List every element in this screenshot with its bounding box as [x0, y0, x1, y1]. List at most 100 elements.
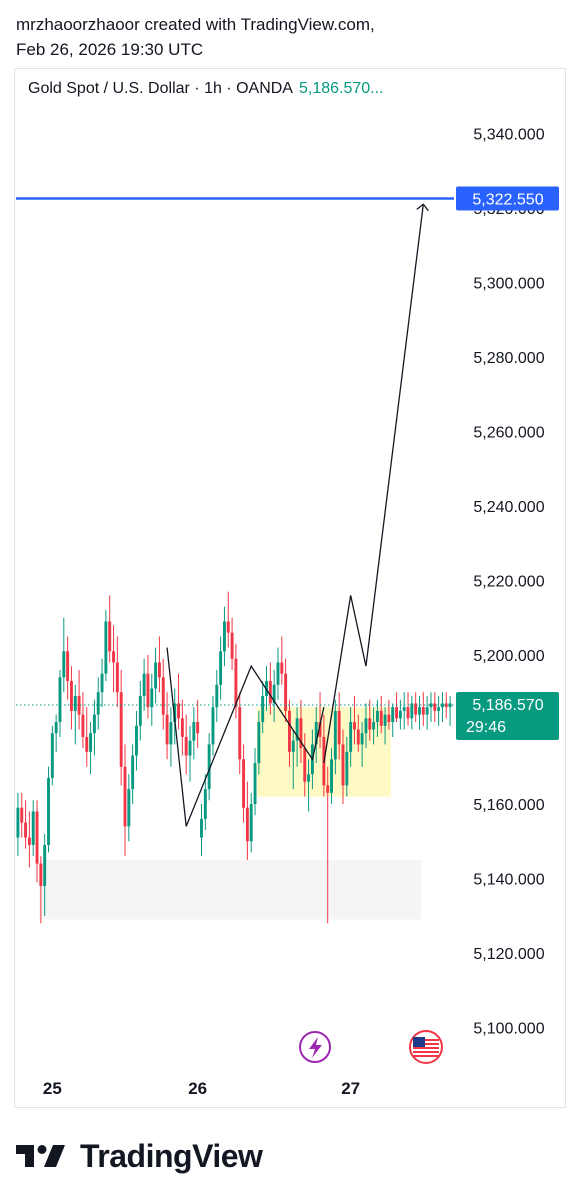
candle-body: [272, 684, 276, 704]
candle: [92, 699, 96, 756]
candle: [230, 617, 234, 670]
candle: [414, 692, 418, 723]
candle-body: [234, 658, 238, 708]
candle: [154, 647, 158, 704]
candle: [326, 766, 330, 924]
candle-body: [291, 740, 295, 752]
candle-body: [414, 703, 418, 715]
candle: [89, 722, 93, 775]
candle-body: [222, 621, 226, 652]
candle: [77, 669, 81, 730]
candle: [207, 733, 211, 801]
candle: [85, 707, 89, 767]
candle-body: [226, 621, 230, 633]
y-tick-label: 5,120.000: [473, 946, 544, 963]
x-tick-label: 25: [43, 1079, 62, 1098]
candle: [353, 695, 356, 745]
candle: [146, 655, 150, 719]
candle: [406, 692, 410, 726]
candle-body: [398, 710, 402, 719]
candle: [169, 707, 173, 767]
candle: [444, 692, 448, 719]
candle-body: [35, 811, 39, 864]
candle-body: [138, 695, 142, 726]
symbol-description: Gold Spot / U.S. Dollar · 1h · OANDA: [28, 80, 293, 97]
horizontal-line-price-label: 5,322.550: [472, 192, 543, 209]
candle-body: [211, 707, 215, 745]
us-flag-icon-stripe: [413, 1055, 439, 1057]
candle-body: [345, 751, 349, 786]
candle-body: [268, 681, 272, 704]
candle-body: [73, 695, 77, 711]
candle-body: [70, 681, 73, 711]
candle: [249, 792, 253, 853]
candle: [307, 759, 311, 812]
candle: [192, 707, 196, 760]
candle: [157, 636, 161, 693]
candle: [238, 692, 242, 775]
drawings-layer: [16, 197, 454, 827]
candle: [222, 606, 226, 667]
candle-body: [200, 818, 203, 838]
candle-body: [39, 863, 43, 886]
chart-frame: [14, 68, 566, 1108]
candle: [261, 681, 265, 734]
us-flag-icon-stripe: [413, 1039, 439, 1041]
y-tick-label: 5,220.000: [473, 574, 544, 591]
tradingview-mark-icon: [16, 1145, 65, 1167]
candle: [437, 695, 441, 726]
candle: [402, 692, 406, 730]
candle: [50, 725, 54, 786]
candle: [253, 748, 257, 816]
candle-body: [429, 703, 433, 708]
candle: [372, 707, 376, 745]
y-tick-label: 5,280.000: [473, 350, 544, 367]
y-tick-label: 5,100.000: [473, 1021, 544, 1038]
candle-body: [24, 822, 28, 838]
candle-body: [303, 748, 307, 782]
candle: [127, 774, 131, 842]
candle: [215, 669, 219, 723]
candle-body: [135, 725, 138, 756]
candle-body: [58, 677, 62, 723]
candle: [66, 636, 70, 700]
candle-body: [295, 718, 299, 741]
candle-body: [410, 703, 414, 719]
candle: [226, 591, 230, 648]
candle: [165, 692, 169, 760]
candle-body: [20, 807, 24, 823]
candle: [135, 710, 138, 771]
candle-body: [131, 755, 135, 790]
candle: [360, 722, 364, 767]
candle: [272, 669, 276, 723]
candle-body: [230, 632, 234, 659]
candle: [284, 658, 288, 723]
candle-body: [66, 651, 70, 682]
last-price-tag: [456, 692, 559, 741]
candle: [200, 804, 203, 857]
y-tick-label: 5,140.000: [473, 872, 544, 889]
candle-body: [418, 707, 421, 715]
time-axis: 25 26 27: [43, 1079, 360, 1098]
candle: [142, 658, 146, 711]
tradingview-logo: TradingView: [16, 1137, 263, 1174]
candle: [375, 699, 379, 737]
candle-body: [249, 804, 253, 842]
candle-body: [444, 703, 448, 708]
candle: [314, 707, 318, 764]
candle-body: [77, 695, 81, 715]
candle: [418, 695, 421, 730]
timestamp-line: Feb 26, 2026 19:30 UTC: [16, 40, 204, 59]
candle-body: [207, 744, 211, 790]
chart-header: mrzhaoorzhaoor created with TradingView.…: [16, 12, 375, 62]
candle-body: [242, 759, 246, 808]
candle: [35, 800, 39, 883]
candle-body: [341, 744, 345, 786]
tradingview-wordmark: TradingView: [80, 1137, 263, 1174]
lightning-icon-bolt: [309, 1037, 322, 1058]
chart-legend[interactable]: Gold Spot / U.S. Dollar · 1h · OANDA 5,18…: [28, 80, 384, 98]
candle-body: [360, 733, 364, 745]
candle-body: [184, 736, 188, 756]
candle: [115, 636, 119, 708]
